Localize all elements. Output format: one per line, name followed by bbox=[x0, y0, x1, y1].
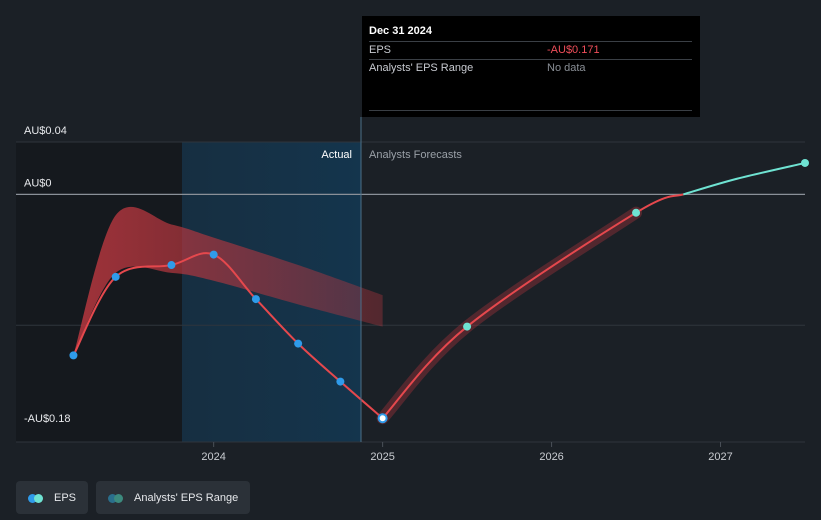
range-legend-icon bbox=[108, 493, 126, 503]
eps-points bbox=[69, 158, 809, 424]
eps-point bbox=[111, 272, 120, 281]
chart-legend: EPS Analysts' EPS Range bbox=[16, 481, 251, 514]
eps-point bbox=[167, 261, 176, 270]
eps-forecast-point bbox=[463, 322, 472, 331]
eps-forecast-point bbox=[801, 158, 809, 167]
eps-point bbox=[336, 377, 345, 386]
forecast-region-label: Analysts Forecasts bbox=[369, 149, 462, 161]
eps-point-highlighted bbox=[377, 413, 388, 424]
tooltip-row-eps: EPS -AU$0.171 bbox=[369, 41, 692, 59]
actual-region-label: Actual bbox=[321, 149, 352, 161]
tooltip-range-value: No data bbox=[547, 62, 586, 74]
eps-legend-icon bbox=[28, 493, 46, 503]
tooltip-date: Dec 31 2024 bbox=[369, 25, 432, 37]
y-tick-label: AU$0.04 bbox=[24, 125, 67, 137]
legend-item-range[interactable]: Analysts' EPS Range bbox=[96, 481, 251, 514]
tooltip-eps-label: EPS bbox=[369, 44, 392, 56]
legend-eps-label: EPS bbox=[54, 491, 77, 504]
y-axis-labels: AU$0.04 AU$0 -AU$0.18 bbox=[24, 125, 70, 425]
tooltip-divider bbox=[369, 110, 692, 111]
eps-point bbox=[69, 351, 78, 360]
eps-point bbox=[209, 250, 218, 259]
legend-item-eps[interactable]: EPS bbox=[16, 481, 89, 514]
hover-tooltip: Dec 31 2024 EPS -AU$0.171 Analysts' EPS … bbox=[362, 16, 700, 117]
grid-lines bbox=[16, 141, 805, 443]
x-axis-labels: 2024 2025 2026 2027 bbox=[201, 442, 733, 463]
tooltip-range-label: Analysts' EPS Range bbox=[369, 62, 474, 74]
x-tick-label: 2025 bbox=[370, 451, 394, 463]
eps-forecast-line-negative bbox=[381, 193, 684, 419]
forecast-range-glow bbox=[376, 206, 643, 425]
x-tick-label: 2026 bbox=[539, 451, 563, 463]
eps-point bbox=[294, 339, 303, 348]
x-tick-label: 2027 bbox=[708, 451, 732, 463]
eps-forecast-point bbox=[632, 208, 641, 217]
eps-range-area bbox=[73, 206, 383, 356]
tooltip-row-range: Analysts' EPS Range No data bbox=[369, 59, 692, 77]
y-tick-label: -AU$0.18 bbox=[24, 413, 70, 425]
tooltip-eps-value: -AU$0.171 bbox=[547, 44, 600, 56]
legend-range-label: Analysts' EPS Range bbox=[134, 491, 239, 504]
x-tick-label: 2024 bbox=[201, 451, 225, 463]
eps-point bbox=[251, 295, 260, 304]
y-tick-label: AU$0 bbox=[24, 177, 52, 189]
eps-forecast-line-positive bbox=[683, 161, 806, 196]
